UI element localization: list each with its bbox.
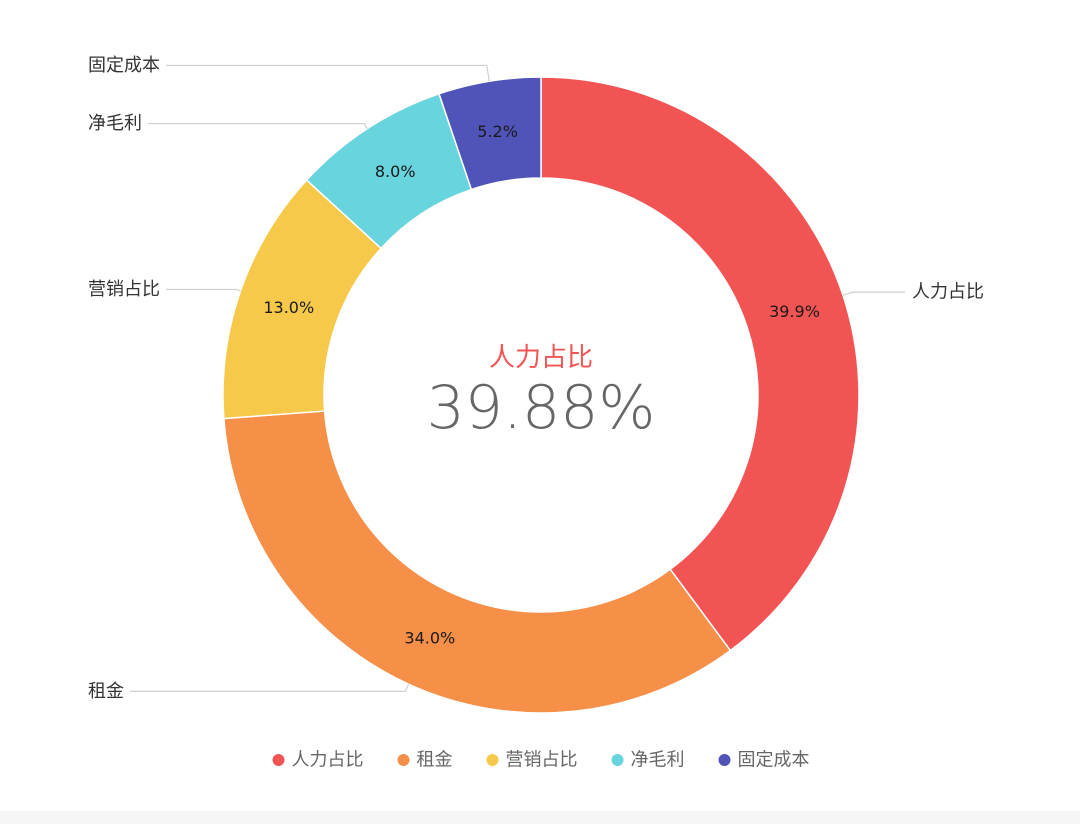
legend-label: 人力占比 [292,750,364,771]
data-label: 34.0% [404,628,455,647]
leader-line [148,122,368,129]
outer-label: 净毛利 [88,113,142,134]
donut-slices [222,76,860,714]
leader-line [842,291,905,296]
donut-slice-2[interactable] [223,410,732,714]
legend-item-2[interactable]: 租金 [397,750,453,771]
data-label: 5.2% [477,122,518,141]
legend-label: 营销占比 [506,750,578,771]
legend: 人力占比 租金 营销占比 净毛利 固定成本 [272,750,810,771]
outer-label: 人力占比 [912,282,984,303]
data-label: 13.0% [263,298,314,317]
donut-slice-5[interactable] [438,76,542,191]
center-label: 人力占比 [489,343,593,373]
outer-label: 固定成本 [88,55,160,76]
legend-item-5[interactable]: 固定成本 [718,750,810,771]
data-label: 8.0% [375,162,416,181]
legend-dot-icon [272,754,285,766]
donut-slice-1[interactable] [540,76,860,652]
legend-dot-icon [486,754,499,766]
center-value: 39.88% [427,373,656,443]
legend-item-4[interactable]: 净毛利 [611,750,685,771]
outer-label: 营销占比 [88,279,160,300]
legend-item-1[interactable]: 人力占比 [272,750,364,771]
leader-line [166,288,241,292]
legend-dot-icon [611,754,624,766]
data-label: 39.9% [769,302,820,321]
legend-item-3[interactable]: 营销占比 [486,750,578,771]
outer-label: 租金 [88,681,124,702]
legend-dot-icon [397,754,410,766]
leader-line [166,64,490,82]
legend-label: 净毛利 [631,750,685,771]
center-text: 人力占比 39.88% [427,343,656,443]
leader-line [130,683,410,693]
data-labels: 39.9% 34.0% 13.0% 8.0% 5.2% [263,122,820,647]
legend-label: 固定成本 [738,750,810,771]
bottom-strip [0,811,1080,824]
legend-label: 租金 [417,750,453,771]
leader-lines [130,64,905,693]
legend-dot-icon [718,754,731,766]
